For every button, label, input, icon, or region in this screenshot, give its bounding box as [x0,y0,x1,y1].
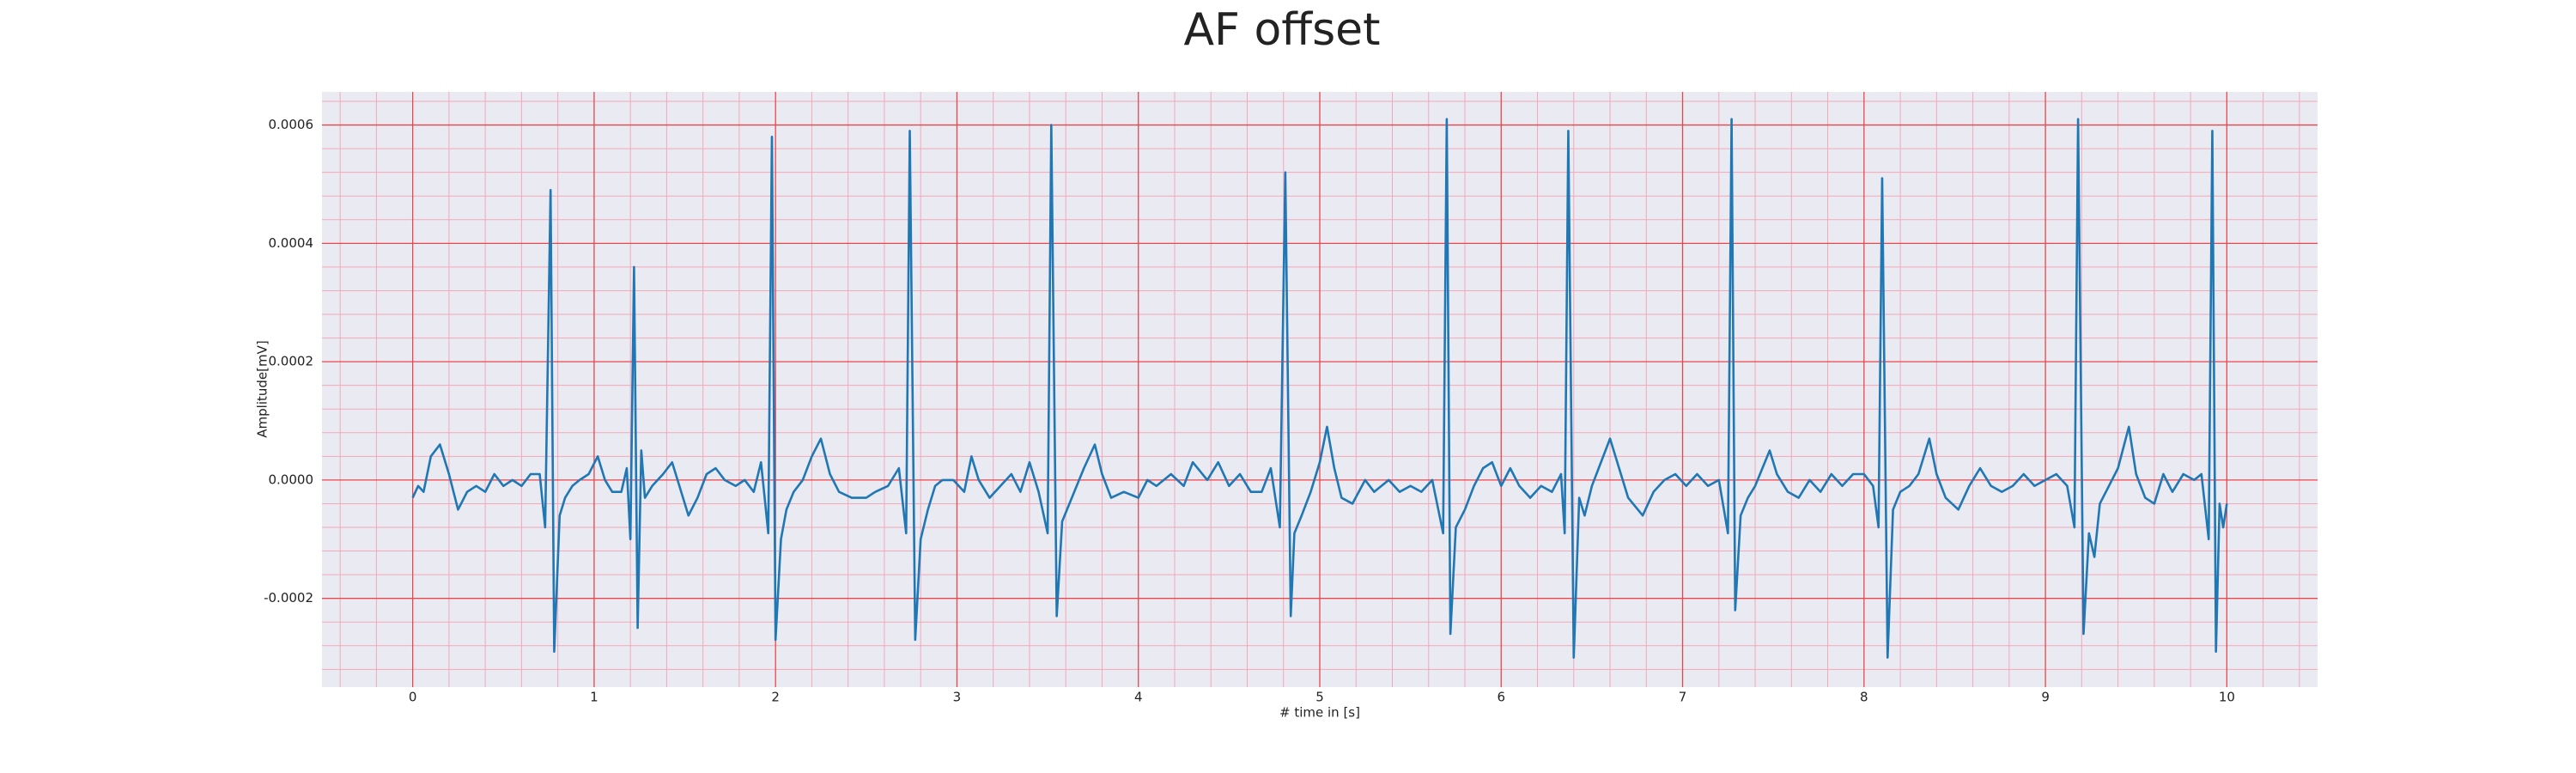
x-tick-label: 4 [1134,690,1143,705]
x-axis-label: # time in [s] [1279,705,1360,721]
x-tick-label: 0 [409,690,417,705]
line-series [411,118,2228,659]
y-tick-label: -0.0002 [264,590,313,606]
chart-title: AF offset [1183,4,1380,56]
x-tick-label: 2 [771,690,780,705]
x-tick-label: 5 [1315,690,1324,705]
x-tick-label: 8 [1860,690,1868,705]
x-tick-label: 7 [1679,690,1687,705]
y-tick-label: 0.0004 [269,235,314,251]
y-tick-label: 0.0006 [269,117,314,132]
x-tick-label: 9 [2041,690,2050,705]
x-tick-label: 6 [1497,690,1505,705]
x-tick-label: 3 [953,690,962,705]
y-tick-label: 0.0000 [269,472,314,487]
y-axis-label: Amplitude[mV] [255,340,270,437]
y-tick-label: 0.0002 [269,354,314,369]
x-tick-label: 1 [590,690,598,705]
x-tick-label: 10 [2219,690,2235,705]
